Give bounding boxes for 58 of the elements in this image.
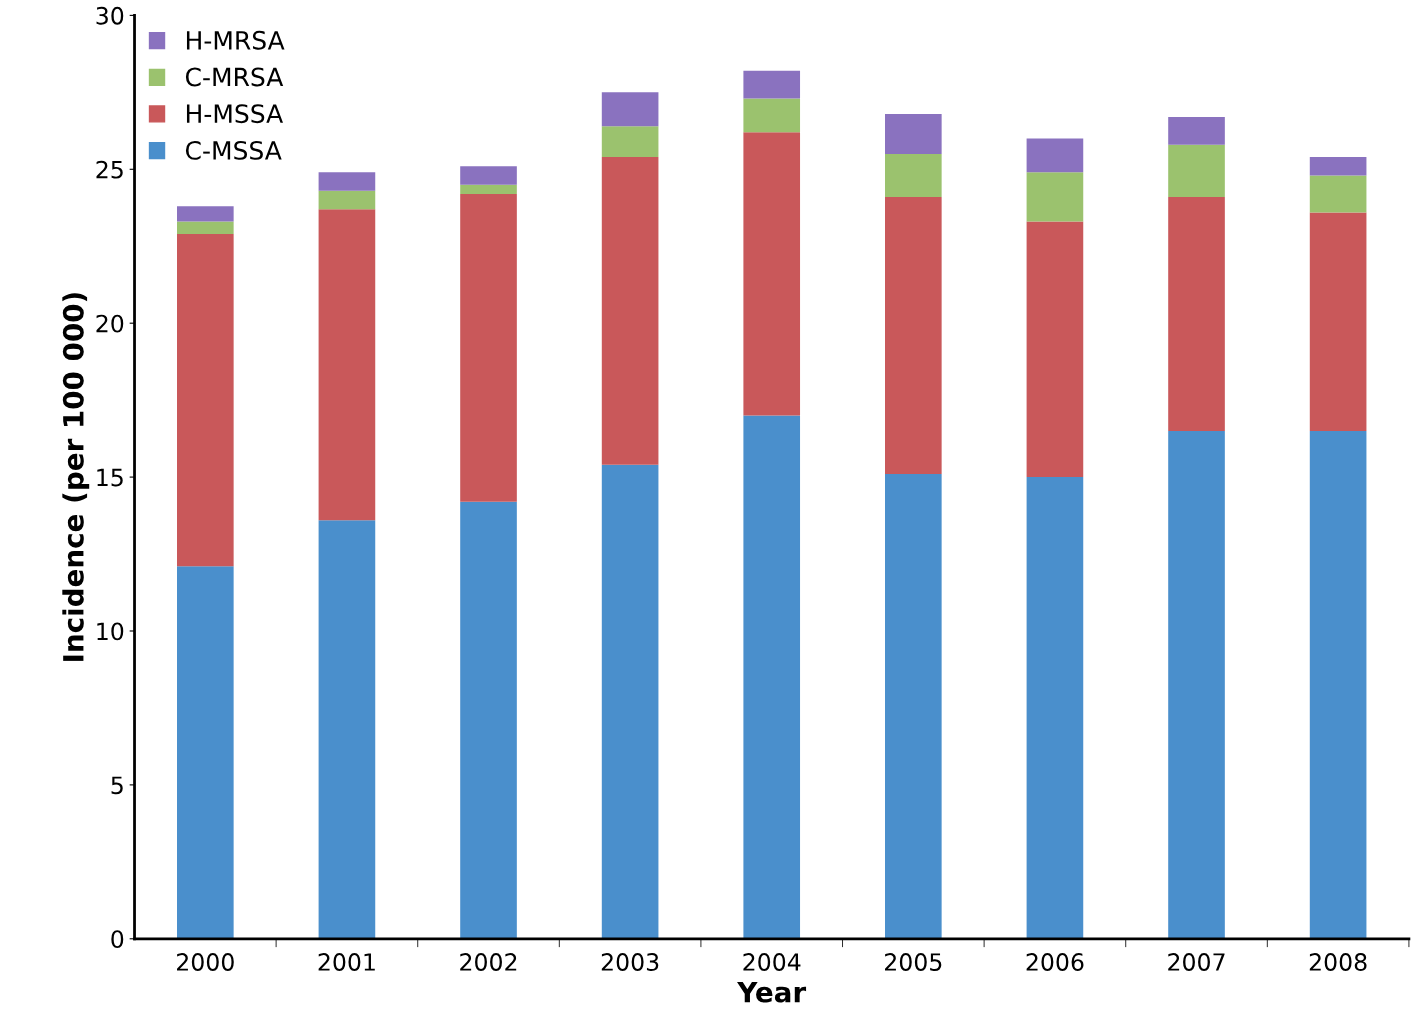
y-tick-label: 10 (97, 622, 124, 641)
legend-label: H-MRSA (186, 30, 285, 50)
y-tick-label: 0 (111, 930, 124, 949)
bar (1026, 138, 1084, 173)
y-tick-label: 15 (97, 468, 123, 487)
x-tick-label: 2006 (1026, 953, 1084, 971)
bar (743, 98, 801, 133)
x-tick-label: 2002 (460, 953, 517, 971)
bar (1168, 144, 1225, 197)
legend-label: C-MRSA (185, 67, 284, 87)
bar (318, 172, 376, 191)
bar (743, 70, 801, 99)
bar (1309, 156, 1367, 176)
bar (177, 206, 234, 222)
bar (177, 566, 234, 939)
bar (885, 196, 942, 475)
bar (177, 233, 234, 567)
legend-label: C-MSSA (185, 140, 282, 160)
bar (743, 415, 801, 939)
bar (885, 153, 942, 197)
bar (601, 464, 659, 939)
legend-label: H-MSSA (186, 104, 284, 124)
bar (1026, 221, 1084, 478)
bar (318, 209, 376, 521)
bar (1026, 172, 1084, 222)
bar (318, 520, 376, 939)
y-tick-label: 25 (96, 160, 123, 179)
bar (1309, 212, 1367, 431)
bar (460, 501, 517, 939)
bar (601, 92, 659, 127)
bar (460, 193, 517, 502)
bar (885, 474, 942, 939)
bar (1026, 477, 1084, 939)
y-tick-label: 5 (111, 776, 123, 795)
x-tick-label: 2000 (177, 953, 234, 971)
x-tick-label: 2004 (743, 953, 801, 971)
bar (1168, 196, 1225, 431)
bar (1168, 116, 1225, 145)
y-axis-title: Incidence (per 100 000) (62, 293, 90, 661)
x-tick-label: 2001 (318, 953, 375, 971)
bar (318, 190, 376, 210)
x-tick-label: 2005 (885, 953, 942, 971)
x-tick-label: 2003 (601, 953, 659, 971)
y-tick-label: 20 (96, 314, 124, 333)
x-axis-title: Year (737, 981, 807, 1003)
bar (1168, 430, 1225, 939)
bar (1309, 175, 1367, 213)
x-tick-label: 2008 (1309, 953, 1367, 971)
bar (1309, 430, 1367, 939)
bar (460, 166, 517, 185)
bar (743, 132, 801, 416)
bar (460, 184, 517, 194)
y-tick-label: 30 (96, 6, 124, 25)
bar (601, 156, 659, 465)
bar (177, 221, 234, 234)
bar (885, 113, 942, 154)
x-tick-label: 2007 (1168, 953, 1225, 971)
bar (601, 126, 659, 157)
